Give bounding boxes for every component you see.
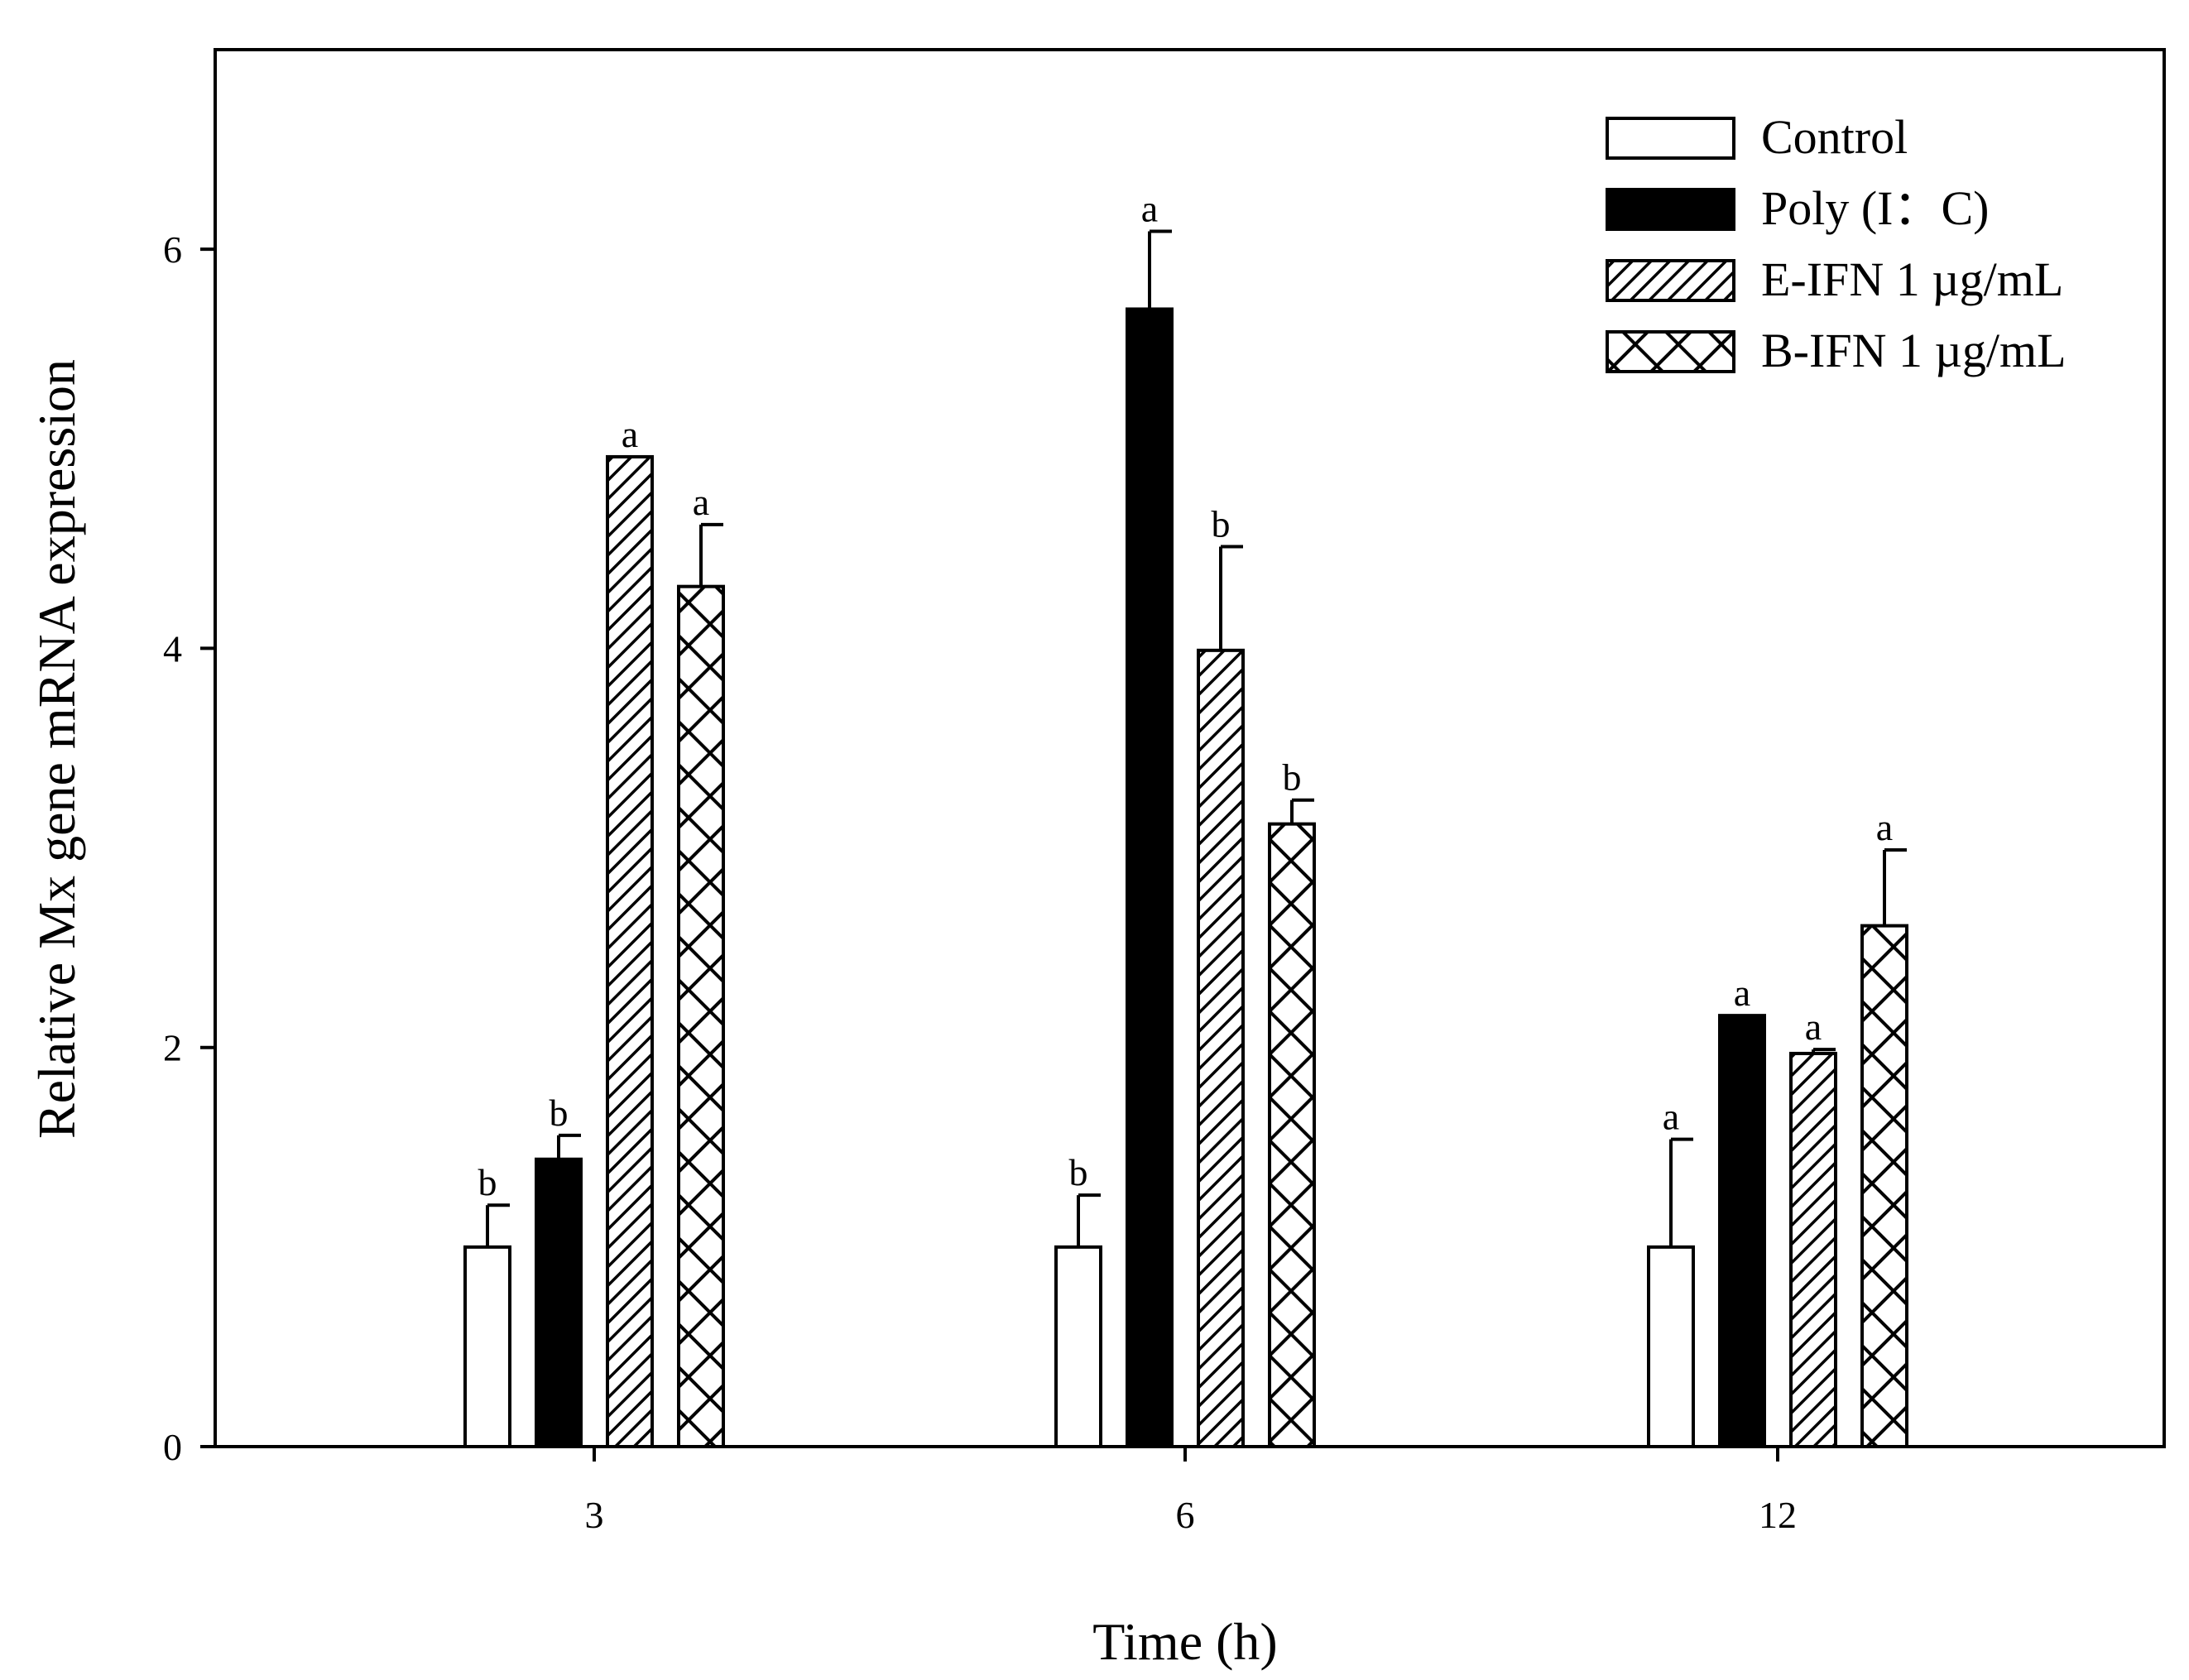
series-1: b b a	[463, 1096, 1695, 1449]
significance-label: b	[1069, 1151, 1088, 1193]
bar	[1789, 1051, 1837, 1449]
legend-swatch	[1606, 117, 1735, 160]
legend-entry: B-IFN 1 µg/mL	[1761, 324, 2067, 377]
legend-entry: Control	[1761, 110, 1908, 164]
significance-label: a	[693, 481, 709, 523]
series-2: b a a	[535, 187, 1766, 1449]
significance-label: a	[1141, 187, 1158, 229]
significance-label: b	[550, 1092, 569, 1134]
legend: Control Poly (I：C) E-IFN 1 µg/mL B-IFN 1 µg…	[1606, 110, 2067, 377]
x-tick-label: 3	[585, 1494, 604, 1536]
bar	[463, 1245, 511, 1449]
legend-swatch	[1606, 330, 1735, 373]
significance-label: a	[1805, 1006, 1822, 1048]
significance-label: b	[1283, 756, 1302, 799]
bar	[1647, 1245, 1695, 1449]
significance-label: b	[478, 1161, 497, 1203]
bar	[1126, 307, 1174, 1448]
bar-series-group: b b a b a a a b a a b a	[463, 187, 1908, 1449]
y-tick-label: 4	[163, 627, 182, 670]
significance-label: a	[1876, 806, 1893, 848]
x-axis-ticks: 3 6 12	[585, 1447, 1797, 1536]
y-tick-label: 0	[163, 1426, 182, 1468]
legend-entry: Poly (I：C)	[1761, 181, 1990, 235]
series-4: a b a	[677, 481, 1908, 1449]
significance-label: a	[622, 413, 638, 455]
y-tick-label: 2	[163, 1027, 182, 1069]
bar	[1718, 1014, 1766, 1449]
x-tick-label: 6	[1176, 1494, 1195, 1536]
y-axis-label: Relative Mx gene mRNA expression	[27, 359, 86, 1139]
bar	[1860, 924, 1908, 1449]
legend-swatch	[1606, 188, 1735, 231]
bar	[1268, 822, 1316, 1448]
y-tick-label: 6	[163, 228, 182, 271]
significance-label: a	[1663, 1096, 1679, 1138]
bar	[677, 584, 725, 1448]
bar	[1054, 1245, 1102, 1449]
significance-label: a	[1734, 972, 1750, 1014]
x-tick-label: 12	[1759, 1494, 1797, 1536]
bar	[535, 1157, 583, 1448]
bar	[606, 454, 654, 1449]
plot-frame	[214, 48, 2166, 1448]
legend-swatch	[1606, 259, 1735, 302]
y-axis-ticks: 0 2 4 6	[163, 228, 215, 1468]
legend-entry: E-IFN 1 µg/mL	[1761, 252, 2063, 306]
bar	[1197, 648, 1245, 1448]
x-axis-label: Time (h)	[1092, 1612, 1277, 1671]
significance-label: b	[1212, 502, 1231, 545]
series-3: a b a	[606, 413, 1837, 1449]
